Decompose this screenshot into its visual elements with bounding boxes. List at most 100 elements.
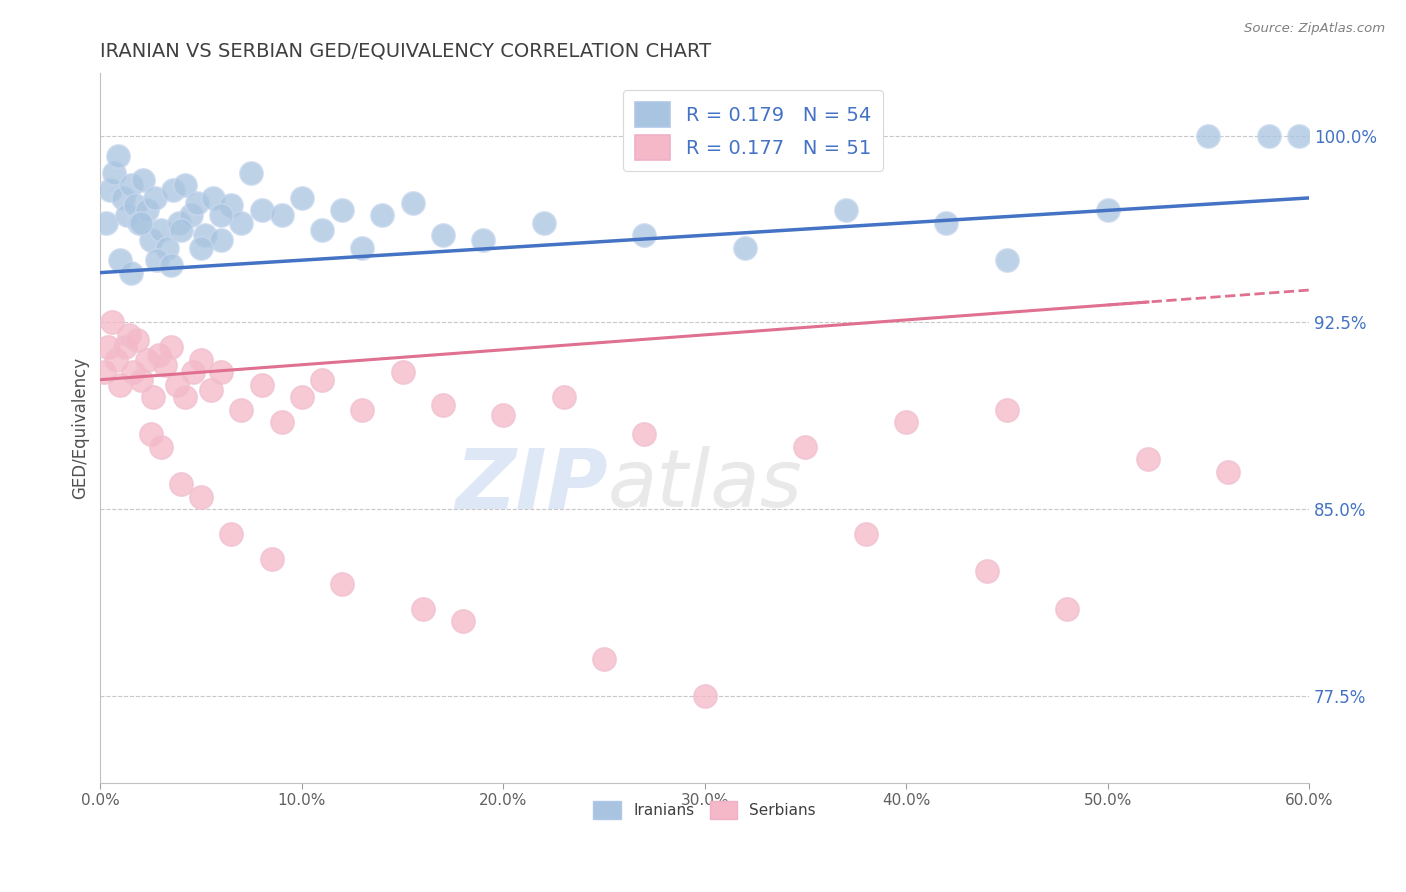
Point: [209, 233, 232, 247]
Point: [231, 402, 253, 417]
Point: [149, 440, 172, 454]
Point: [160, 340, 183, 354]
Point: [1197, 128, 1219, 143]
Point: [291, 390, 314, 404]
Point: [120, 266, 142, 280]
Point: [174, 390, 197, 404]
Point: [240, 166, 263, 180]
Point: [100, 184, 122, 198]
Point: [120, 178, 142, 193]
Point: [633, 228, 655, 243]
Point: [330, 577, 353, 591]
Point: [1257, 128, 1279, 143]
Point: [311, 373, 333, 387]
Point: [135, 352, 157, 367]
Point: [1097, 203, 1119, 218]
Point: [794, 440, 817, 454]
Point: [270, 208, 292, 222]
Point: [855, 527, 877, 541]
Legend: Iranians, Serbians: Iranians, Serbians: [588, 795, 823, 825]
Point: [432, 398, 454, 412]
Point: [371, 208, 394, 222]
Point: [186, 195, 208, 210]
Point: [593, 651, 616, 665]
Point: [492, 408, 515, 422]
Point: [835, 203, 858, 218]
Point: [976, 565, 998, 579]
Point: [110, 253, 132, 268]
Point: [142, 390, 165, 404]
Point: [190, 241, 212, 255]
Point: [156, 241, 179, 255]
Point: [995, 402, 1018, 417]
Point: [221, 198, 243, 212]
Point: [162, 184, 184, 198]
Point: [995, 253, 1018, 268]
Point: [352, 402, 374, 417]
Point: [194, 228, 217, 243]
Point: [107, 148, 129, 162]
Text: atlas: atlas: [607, 446, 803, 524]
Point: [190, 490, 212, 504]
Point: [135, 203, 157, 218]
Point: [412, 601, 434, 615]
Point: [101, 315, 124, 329]
Point: [170, 477, 193, 491]
Point: [181, 365, 204, 379]
Point: [553, 390, 575, 404]
Point: [96, 216, 118, 230]
Point: [103, 166, 125, 180]
Point: [129, 216, 152, 230]
Point: [330, 203, 353, 218]
Point: [139, 427, 162, 442]
Point: [1056, 601, 1078, 615]
Point: [250, 203, 273, 218]
Point: [250, 377, 273, 392]
Point: [145, 253, 167, 268]
Point: [174, 178, 197, 193]
Point: [160, 258, 183, 272]
Point: [391, 365, 413, 379]
Point: [121, 365, 143, 379]
Point: [432, 228, 454, 243]
Point: [533, 216, 555, 230]
Point: [170, 223, 193, 237]
Point: [1218, 465, 1240, 479]
Point: [352, 241, 374, 255]
Text: IRANIAN VS SERBIAN GED/EQUIVALENCY CORRELATION CHART: IRANIAN VS SERBIAN GED/EQUIVALENCY CORRE…: [100, 42, 711, 61]
Point: [734, 241, 756, 255]
Point: [129, 373, 152, 387]
Point: [401, 195, 423, 210]
Point: [180, 208, 202, 222]
Point: [209, 208, 232, 222]
Point: [114, 340, 136, 354]
Text: Source: ZipAtlas.com: Source: ZipAtlas.com: [1244, 22, 1385, 36]
Point: [472, 233, 495, 247]
Point: [110, 377, 132, 392]
Point: [131, 173, 153, 187]
Point: [125, 333, 148, 347]
Point: [105, 352, 128, 367]
Point: [231, 216, 253, 230]
Point: [1136, 452, 1159, 467]
Point: [311, 223, 333, 237]
Point: [166, 377, 188, 392]
Point: [124, 198, 146, 212]
Point: [117, 327, 139, 342]
Point: [93, 365, 115, 379]
Point: [935, 216, 957, 230]
Point: [270, 415, 292, 429]
Point: [291, 191, 314, 205]
Point: [111, 191, 134, 205]
Point: [149, 223, 172, 237]
Point: [260, 552, 283, 566]
Point: [693, 689, 716, 703]
Y-axis label: GED/Equivalency: GED/Equivalency: [72, 357, 89, 500]
Point: [896, 415, 918, 429]
Point: [143, 191, 166, 205]
Point: [115, 208, 138, 222]
Point: [633, 427, 655, 442]
Point: [148, 348, 170, 362]
Point: [128, 216, 150, 230]
Point: [153, 358, 176, 372]
